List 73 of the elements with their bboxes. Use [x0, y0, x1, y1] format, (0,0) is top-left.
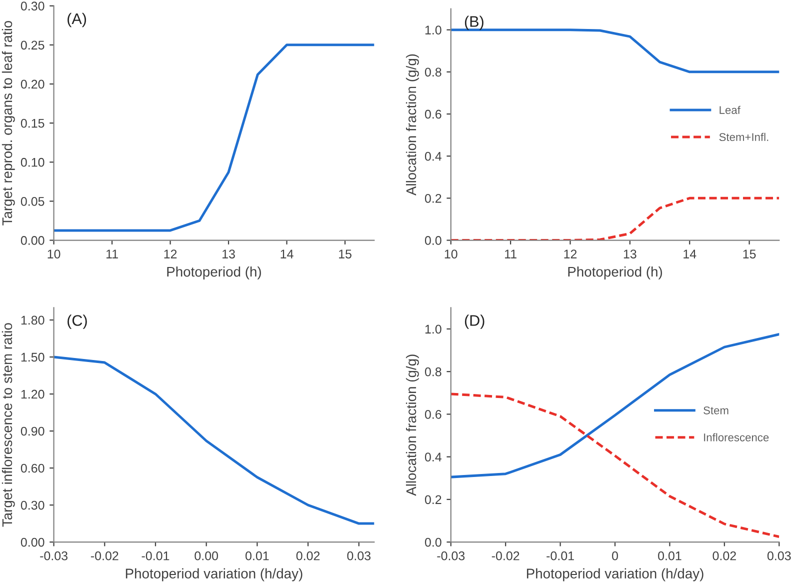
- x-tick-label: 10: [444, 250, 458, 258]
- y-tick-label: 1.0: [425, 324, 442, 334]
- y-tick-label: 0.4: [424, 452, 442, 462]
- legend-label: Stem: [704, 406, 728, 414]
- y-tick-label: 1.80: [21, 316, 44, 325]
- x-tick-label: 0.03: [767, 551, 791, 560]
- y-tick-label: 0.25: [20, 40, 44, 50]
- x-tick-label: -0.02: [492, 551, 520, 560]
- x-tick-label: 12: [164, 250, 177, 258]
- x-tick-label: 0.01: [246, 551, 269, 560]
- y-tick-label: 0.20: [20, 80, 44, 89]
- y-tick-label: 0.00: [20, 236, 44, 245]
- x-tick-label: 0.02: [296, 551, 320, 560]
- y-axis-title: Target reprod. organs to leaf ratio: [2, 20, 15, 226]
- x-tick-label: -0.03: [437, 551, 465, 560]
- line-series: [450, 333, 780, 478]
- annotation: (B): [464, 16, 484, 30]
- x-tick-label: 10: [48, 250, 60, 258]
- x-tick-label: 0.03: [347, 551, 371, 560]
- legend-label: Stem+Infl.: [719, 132, 768, 142]
- x-tick-label: 11: [106, 250, 118, 258]
- y-tick-label: 1.0: [425, 26, 442, 34]
- y-tick-label: 0.4: [424, 152, 442, 161]
- y-axis-title: Allocation fraction (g/g): [406, 54, 419, 196]
- y-tick-label: 0.8: [424, 68, 442, 77]
- annotation: (A): [68, 12, 86, 28]
- annotation: (D): [464, 314, 484, 329]
- y-tick-label: 0.30: [20, 500, 44, 510]
- x-tick-label: 0.01: [658, 551, 682, 560]
- y-tick-label: 0.30: [20, 2, 44, 11]
- x-tick-label: 11: [505, 250, 516, 258]
- x-tick-label: -0.01: [546, 551, 574, 560]
- line-series: [450, 392, 780, 538]
- x-tick-label: 15: [339, 250, 352, 258]
- y-tick-label: 0.8: [424, 367, 442, 376]
- y-tick-label: 0.2: [424, 495, 442, 504]
- y-tick-label: 0.15: [20, 118, 44, 128]
- x-tick-label: -0.01: [142, 551, 170, 560]
- x-tick-label: 0.02: [712, 551, 736, 560]
- y-tick-label: 0.00: [20, 538, 44, 547]
- legend-label: Leaf: [720, 106, 740, 114]
- x-tick-label: 0: [612, 551, 618, 560]
- x-axis-title: Photoperiod variation (h/day): [126, 568, 302, 582]
- y-tick-label: 0.05: [20, 196, 44, 206]
- x-tick-label: 0.00: [194, 551, 218, 560]
- x-axis-title: Photoperiod (h): [167, 266, 261, 280]
- line-series: [450, 28, 780, 74]
- y-tick-label: 0.0: [424, 538, 442, 547]
- y-axis-title: Allocation fraction (g/g): [406, 354, 419, 496]
- x-tick-label: 12: [564, 250, 577, 258]
- x-tick-label: 15: [743, 250, 756, 258]
- y-tick-label: 0.6: [424, 410, 442, 419]
- y-tick-label: 0.2: [424, 194, 442, 203]
- x-tick-label: -0.03: [40, 551, 68, 560]
- y-tick-label: 0.90: [20, 426, 44, 436]
- x-tick-label: -0.02: [90, 551, 118, 560]
- line-series: [54, 44, 374, 232]
- y-tick-label: 1.50: [21, 352, 44, 362]
- y-tick-label: 0.6: [424, 110, 442, 119]
- y-tick-label: 0.60: [20, 464, 44, 473]
- x-tick-label: 14: [684, 250, 696, 258]
- line-series: [54, 356, 374, 525]
- y-tick-label: 0.10: [20, 158, 44, 167]
- x-tick-label: 13: [222, 250, 235, 258]
- y-axis-title: Target inflorescence to stem ratio: [2, 323, 15, 527]
- x-axis-title: Photoperiod variation (h/day): [526, 568, 704, 582]
- annotation: (C): [68, 314, 87, 329]
- x-tick-label: 14: [280, 250, 294, 258]
- y-tick-label: 1.20: [21, 390, 44, 399]
- x-tick-label: 13: [624, 250, 636, 258]
- y-tick-label: 0.0: [424, 236, 442, 245]
- x-axis-title: Photoperiod (h): [568, 266, 662, 280]
- legend-label: Inflorescence: [704, 433, 769, 442]
